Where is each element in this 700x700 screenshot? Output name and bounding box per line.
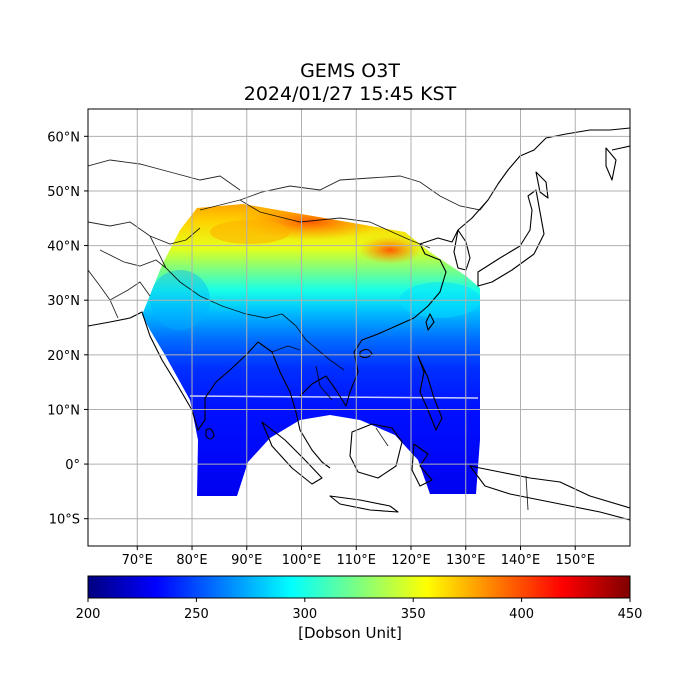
lon-tick-label: 80°E: [176, 553, 207, 568]
lon-tick-label: 140°E: [501, 553, 541, 568]
colorbar-tick-label: 300: [292, 607, 317, 622]
colorbar: [87, 575, 631, 599]
coastlines: [88, 127, 630, 521]
map-title: GEMS O3T: [300, 60, 400, 82]
colorbar-label: [Dobson Unit]: [298, 624, 402, 642]
lon-tick-label: 100°E: [282, 553, 322, 568]
lat-tick-label: 30°N: [47, 294, 80, 309]
colorbar-tick-label: 400: [509, 607, 534, 622]
colorbar-tick-label: 250: [184, 607, 209, 622]
country-borders: [88, 159, 529, 511]
lon-tick-label: 90°E: [231, 553, 262, 568]
lat-tick-label: 20°N: [47, 349, 80, 364]
lon-tick-label: 70°E: [122, 553, 153, 568]
lat-tick-label: 10°S: [49, 513, 80, 528]
map-gridlines: [88, 109, 630, 546]
longitude-axis: 70°E 80°E 90°E 100°E 110°E 120°E 130°E 140°E 150…: [122, 546, 595, 568]
map-frame: [87, 108, 631, 547]
colorbar-ticks: 200 250 300 350 400 450: [76, 598, 643, 622]
colorbar-tick-label: 200: [76, 607, 101, 622]
lat-tick-label: 10°N: [47, 403, 80, 418]
lat-tick-label: 0°: [65, 458, 80, 473]
map-subtitle-timestamp: 2024/01/27 15:45 KST: [243, 83, 457, 105]
lon-tick-label: 130°E: [446, 553, 486, 568]
latitude-axis: 60°N 50°N 40°N 30°N 20°N 10°N 0° 10°S: [47, 130, 88, 528]
lat-tick-label: 40°N: [47, 240, 80, 255]
colorbar-tick-label: 350: [401, 607, 426, 622]
lon-tick-label: 110°E: [336, 553, 376, 568]
lat-tick-label: 60°N: [47, 130, 80, 145]
lon-tick-label: 120°E: [391, 553, 431, 568]
colorbar-tick-label: 450: [618, 607, 643, 622]
lon-tick-label: 150°E: [555, 553, 595, 568]
lat-tick-label: 50°N: [47, 185, 80, 200]
